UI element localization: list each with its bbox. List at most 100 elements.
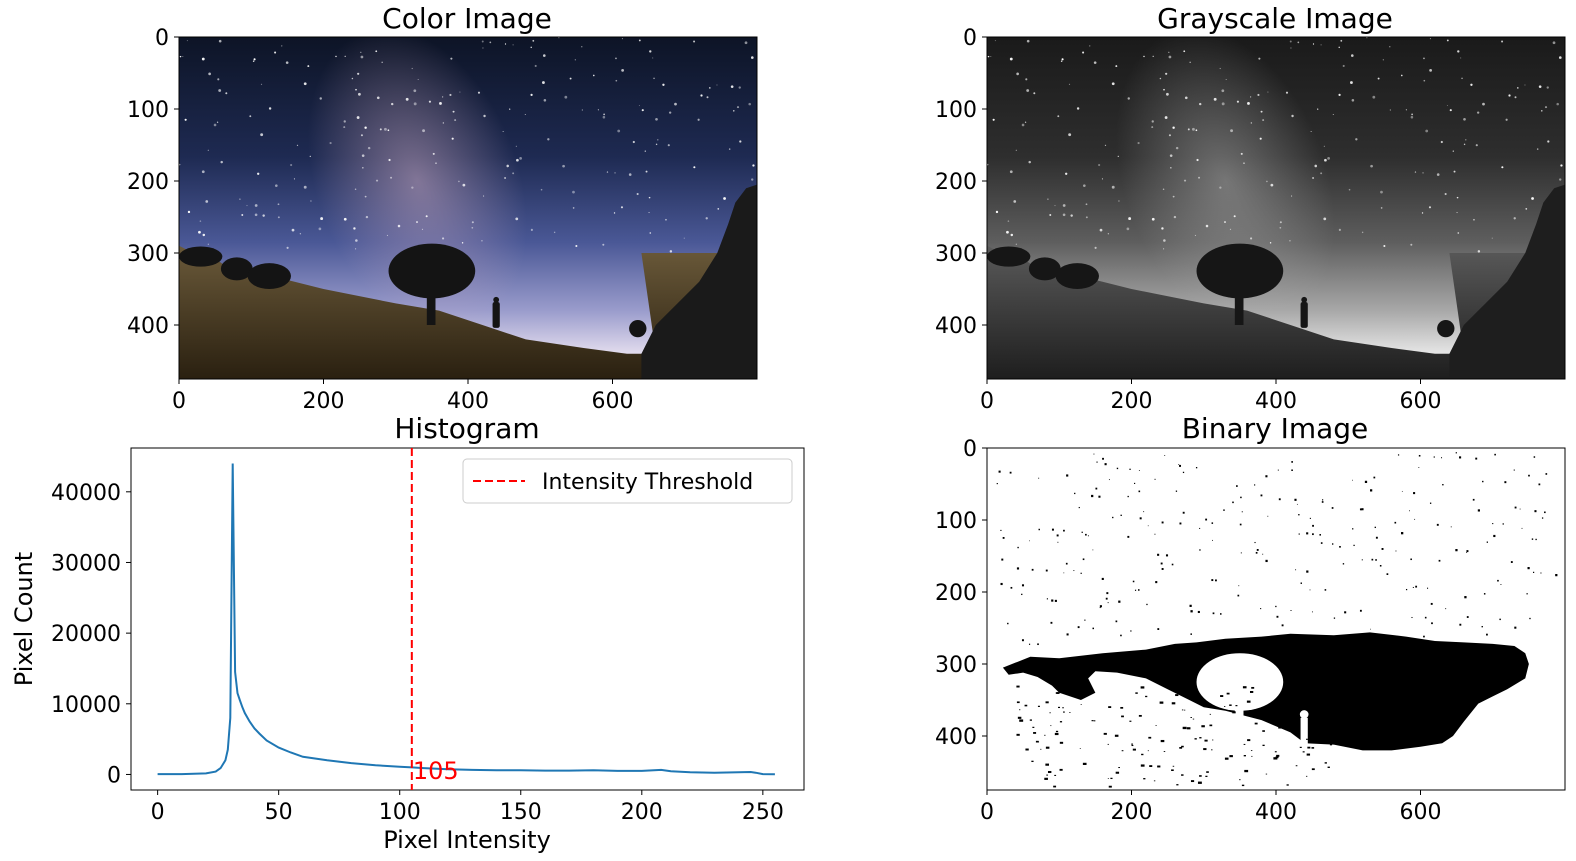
speckle [1021, 639, 1024, 642]
star [417, 79, 419, 81]
speckle [1492, 523, 1494, 525]
star [1320, 44, 1322, 46]
speckle [1147, 750, 1149, 752]
star [1173, 215, 1177, 219]
star [1159, 77, 1162, 80]
star [1470, 83, 1473, 86]
speckle [1101, 577, 1104, 580]
y-tick-label: 100 [935, 98, 977, 123]
star [1161, 227, 1164, 230]
speckle [1063, 529, 1065, 532]
star [1128, 217, 1132, 221]
star [1085, 203, 1088, 206]
speckle [1513, 469, 1515, 471]
star [1033, 92, 1036, 95]
y-tick-label: 200 [935, 581, 977, 606]
y-tick-label: 0 [963, 26, 977, 51]
speckle [1306, 570, 1309, 573]
speckle [1098, 495, 1101, 498]
speckle [1445, 608, 1447, 610]
y-tick-label: 400 [935, 314, 977, 339]
star [1547, 140, 1550, 143]
speckle [1010, 586, 1013, 589]
star [1446, 105, 1448, 107]
speckle [1084, 619, 1086, 621]
speckle [1433, 456, 1435, 458]
star [1221, 102, 1225, 106]
speckle [1394, 521, 1397, 524]
star [1289, 40, 1292, 43]
star [1205, 224, 1209, 228]
star [649, 232, 652, 234]
speckle [1532, 571, 1535, 573]
speckle [1275, 605, 1277, 608]
star [220, 160, 223, 164]
speckle [1160, 739, 1165, 743]
star [1126, 227, 1130, 231]
speckle [1130, 630, 1132, 632]
speckle [1309, 589, 1311, 591]
speckle [1063, 690, 1066, 692]
speckle [1300, 582, 1302, 584]
star [1425, 129, 1429, 133]
speckle [1118, 600, 1121, 603]
speckle [1103, 732, 1107, 735]
star [728, 148, 731, 150]
star [1338, 93, 1341, 97]
speckle [1172, 765, 1175, 767]
star [462, 183, 466, 187]
speckle [1171, 702, 1176, 705]
speckle [1212, 739, 1214, 741]
star [1094, 246, 1097, 249]
star [1062, 204, 1066, 207]
star [1338, 46, 1340, 49]
speckle [1379, 565, 1382, 567]
star [1024, 121, 1027, 123]
y-tick-label: 30000 [51, 551, 121, 576]
star [205, 200, 209, 203]
star [1449, 109, 1452, 112]
speckle [1250, 750, 1253, 752]
speckle [1229, 755, 1233, 758]
speckle [1186, 727, 1191, 730]
speckle [1291, 461, 1293, 463]
star [1290, 47, 1292, 49]
speckle [1260, 608, 1262, 610]
speckle [1312, 533, 1314, 536]
star [693, 40, 696, 43]
star [1538, 85, 1542, 88]
star [1270, 183, 1274, 187]
star [1524, 84, 1526, 86]
star [375, 50, 378, 53]
speckle [1360, 640, 1363, 642]
star [1062, 213, 1066, 217]
star [254, 204, 258, 207]
speckle [1050, 621, 1053, 624]
star [307, 65, 310, 68]
star [1007, 220, 1010, 222]
star [199, 220, 202, 222]
y-tick-label: 0 [963, 437, 977, 462]
speckle [1189, 604, 1192, 607]
star [329, 141, 332, 145]
binary-speckles [996, 452, 1558, 788]
star [1015, 243, 1017, 245]
speckle [1145, 695, 1148, 698]
speckle [1288, 713, 1290, 715]
star [1151, 126, 1154, 129]
speckle [1066, 474, 1069, 477]
star [355, 248, 357, 250]
star [1436, 173, 1440, 176]
star [990, 56, 992, 57]
star [1351, 54, 1354, 57]
star [449, 93, 452, 97]
star [477, 91, 481, 94]
speckle [1045, 569, 1048, 572]
star [655, 143, 658, 146]
speckle [1112, 516, 1114, 519]
speckle [1073, 570, 1075, 572]
speckle [1226, 692, 1230, 695]
star [1233, 215, 1236, 218]
speckle [1019, 719, 1024, 722]
star [987, 55, 990, 58]
